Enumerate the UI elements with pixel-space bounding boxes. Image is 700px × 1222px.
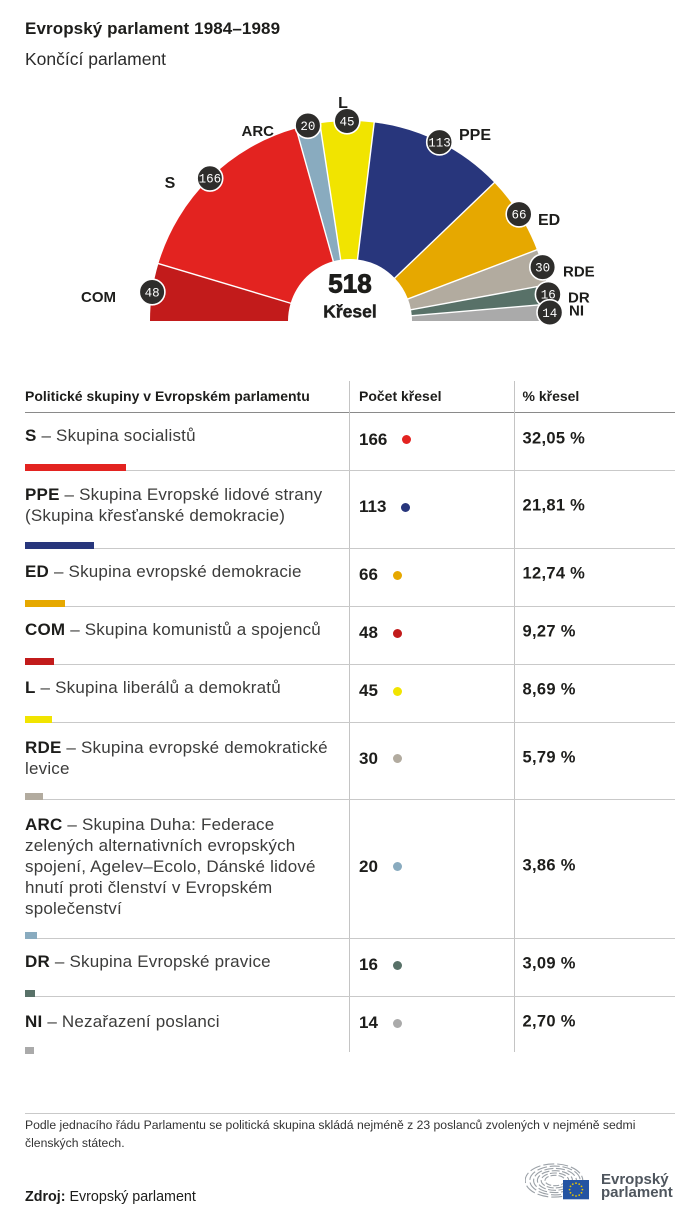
svg-text:PPE: PPE [459,127,491,144]
svg-text:Evropský: Evropský [601,1171,669,1188]
svg-text:30: 30 [535,261,550,275]
svg-text:ED: ED [538,212,560,229]
svg-text:20: 20 [300,120,315,134]
svg-text:RDE: RDE [563,264,595,281]
svg-text:NI: NI [569,303,584,320]
svg-text:COM: COM [81,289,116,306]
svg-text:518: 518 [328,269,371,299]
svg-text:S: S [165,175,176,192]
svg-text:66: 66 [511,208,526,222]
svg-text:166: 166 [199,173,222,187]
svg-text:113: 113 [428,136,451,150]
svg-text:ARC: ARC [242,123,275,140]
svg-text:Křesel: Křesel [323,302,377,322]
svg-text:parlament: parlament [601,1184,673,1201]
svg-text:14: 14 [542,307,557,321]
svg-text:48: 48 [145,286,160,300]
svg-text:L: L [338,95,348,112]
svg-text:45: 45 [339,115,354,129]
svg-text:DR: DR [568,290,590,307]
